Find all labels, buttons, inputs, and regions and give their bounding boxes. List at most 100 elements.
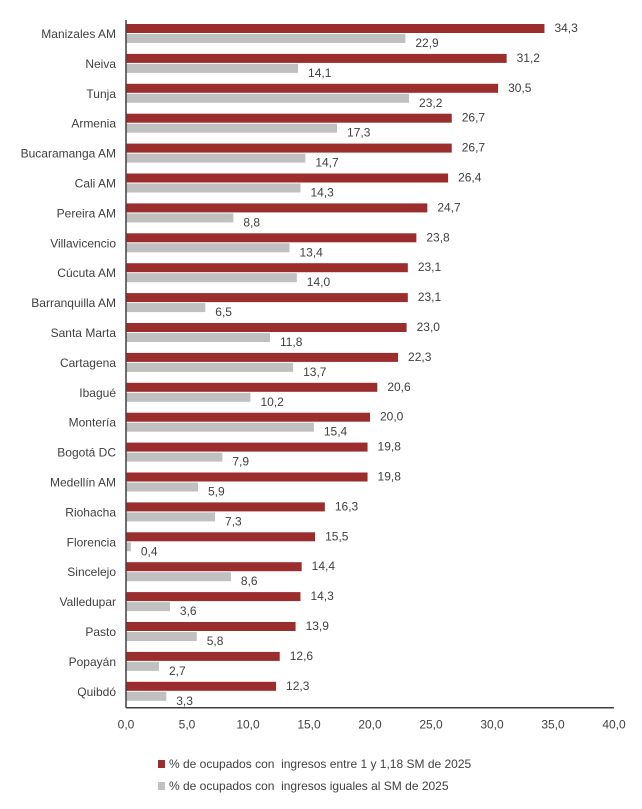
data-label: 23,1 <box>418 290 442 304</box>
legend-item-series-1: % de ocupados con ingresos entre 1 y 1,1… <box>158 757 471 771</box>
bar-series-1 <box>126 24 545 33</box>
bar-series-2 <box>126 632 197 641</box>
data-label: 11,8 <box>280 335 303 349</box>
bar-series-2 <box>126 691 167 701</box>
category-label: Pereira AM <box>57 206 116 220</box>
x-tick-label: 25,0 <box>419 718 443 732</box>
data-label: 12,6 <box>290 649 314 663</box>
data-label: 5,9 <box>208 485 225 499</box>
data-label: 14,3 <box>310 186 334 200</box>
bar-series-1 <box>126 382 378 392</box>
data-label: 14,7 <box>315 156 339 170</box>
bar-series-2 <box>126 303 206 313</box>
data-label: 7,3 <box>225 514 242 528</box>
category-label: Riohacha <box>65 505 116 519</box>
category-label: Villavicencio <box>50 236 116 250</box>
data-label: 26,7 <box>462 111 486 125</box>
x-tick-label: 5,0 <box>179 718 196 732</box>
data-label: 17,3 <box>347 126 371 140</box>
x-tick-label: 15,0 <box>297 718 321 732</box>
data-label: 5,8 <box>207 634 224 648</box>
data-label: 13,7 <box>303 365 327 379</box>
x-tick-label: 40,0 <box>602 718 626 732</box>
data-label: 15,4 <box>324 425 348 439</box>
data-label: 23,1 <box>418 260 442 274</box>
bar-series-2 <box>126 392 251 402</box>
bar-series-1 <box>126 173 449 183</box>
x-tick-label: 20,0 <box>358 718 382 732</box>
x-tick-label: 30,0 <box>480 718 504 732</box>
bar-series-1 <box>126 651 280 661</box>
data-label: 31,2 <box>517 51 541 65</box>
data-label: 14,0 <box>307 275 331 289</box>
legend-label: % de ocupados con ingresos iguales al SM… <box>169 779 449 793</box>
data-label: 19,8 <box>378 440 402 454</box>
data-label: 13,9 <box>306 619 330 633</box>
bar-series-1 <box>126 83 499 93</box>
category-label: Sincelejo <box>67 565 116 579</box>
bar-series-1 <box>126 502 325 512</box>
data-label: 23,0 <box>417 320 441 334</box>
bar-series-1 <box>126 532 316 542</box>
data-label: 20,6 <box>387 380 411 394</box>
data-label: 8,6 <box>241 574 258 588</box>
category-label: Santa Marta <box>51 326 117 340</box>
data-label: 26,7 <box>462 141 486 155</box>
bar-series-2 <box>126 243 290 253</box>
bar-series-1 <box>126 293 408 303</box>
bar-series-2 <box>126 213 234 223</box>
category-label: Neiva <box>85 57 116 71</box>
bar-series-1 <box>126 233 417 243</box>
data-label: 3,6 <box>180 604 197 618</box>
legend-swatch-gray <box>158 782 165 790</box>
category-label: Cúcuta AM <box>57 266 116 280</box>
bar-series-1 <box>126 562 302 572</box>
data-label: 7,9 <box>232 455 249 469</box>
bar-series-2 <box>126 362 294 372</box>
category-label: Cali AM <box>75 177 116 191</box>
category-label: Florencia <box>67 535 117 549</box>
bar-series-1 <box>126 472 368 482</box>
bar-series-2 <box>126 273 297 283</box>
data-label: 14,3 <box>310 589 334 603</box>
data-label: 15,5 <box>325 529 349 543</box>
data-label: 3,3 <box>176 694 193 708</box>
bar-series-1 <box>126 53 507 63</box>
data-label: 13,4 <box>299 245 323 259</box>
category-label: Cartagena <box>60 356 116 370</box>
bar-series-1 <box>126 263 408 273</box>
bar-series-2 <box>126 422 314 432</box>
category-label: Quibdó <box>77 685 116 699</box>
bar-series-2 <box>126 512 216 522</box>
data-label: 26,4 <box>458 171 482 185</box>
data-label: 14,1 <box>308 66 332 80</box>
bar-series-2 <box>126 183 301 193</box>
category-label: Manizales AM <box>41 27 116 41</box>
category-label: Pasto <box>85 625 116 639</box>
bar-series-2 <box>126 153 306 163</box>
data-label: 12,3 <box>286 679 310 693</box>
bar-series-2 <box>126 661 159 671</box>
bar-series-1 <box>126 412 370 422</box>
category-label: Ibagué <box>79 386 116 400</box>
bar-series-2 <box>126 602 170 612</box>
bar-series-2 <box>126 34 406 43</box>
category-label: Bogotá DC <box>57 446 116 460</box>
category-label: Tunja <box>86 87 116 101</box>
bar-series-2 <box>126 123 338 133</box>
category-label: Barranquilla AM <box>31 296 116 310</box>
legend-item-series-2: % de ocupados con ingresos iguales al SM… <box>158 779 449 793</box>
data-label: 19,8 <box>378 470 402 484</box>
data-label: 6,5 <box>215 305 232 319</box>
bar-series-2 <box>126 63 299 73</box>
bar-series-2 <box>126 93 410 103</box>
bar-series-2 <box>126 333 270 342</box>
category-label: Armenia <box>71 117 116 131</box>
data-label: 22,9 <box>415 36 439 50</box>
bar-series-2 <box>126 542 131 552</box>
category-label: Popayán <box>69 655 116 669</box>
bar-chart: Manizales AM 34,3 22,9 Neiva 31,2 14,1 Tunja 30… <box>21 20 626 732</box>
bar-series-1 <box>126 113 452 123</box>
data-label: 0,4 <box>141 544 158 558</box>
bar-series-1 <box>126 143 452 153</box>
